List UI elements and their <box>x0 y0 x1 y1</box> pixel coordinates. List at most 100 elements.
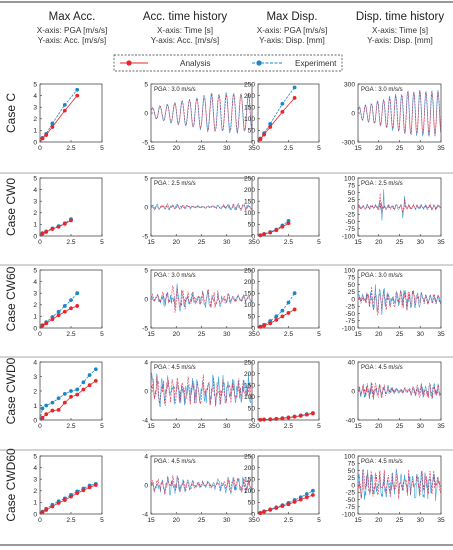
analysis-point <box>62 400 67 405</box>
experiment-line <box>257 412 313 421</box>
y-tick-label: 150 <box>244 199 255 206</box>
experiment-point <box>93 367 98 372</box>
y-tick-label: 4 <box>144 453 148 460</box>
analysis-point <box>292 414 297 419</box>
x-tick-label: 25 <box>396 423 404 430</box>
analysis-point <box>286 502 291 507</box>
analysis-point <box>286 221 291 226</box>
experiment-point <box>280 101 285 106</box>
y-tick-label: 0 <box>251 511 255 518</box>
y-tick-label: 200 <box>244 279 255 286</box>
experiment-point <box>81 380 86 385</box>
analysis-point <box>280 224 285 229</box>
y-tick-label: 50 <box>248 406 256 413</box>
analysis-point <box>258 324 263 329</box>
y-tick-label: 100 <box>344 267 355 274</box>
analysis-point <box>50 504 55 509</box>
analysis-series <box>357 286 442 316</box>
x-tick-label: 30 <box>417 517 425 524</box>
y-tick-label: 50 <box>348 190 356 197</box>
y-tick-label: 1 <box>33 222 37 229</box>
x-tick-label: 20 <box>375 423 383 430</box>
y-tick-label: -5 <box>142 325 148 332</box>
analysis-series <box>150 285 253 314</box>
analysis-point <box>311 493 315 497</box>
analysis-point <box>258 511 263 515</box>
experiment-point <box>56 309 61 314</box>
analysis-point <box>40 136 45 141</box>
analysis-point <box>274 506 279 510</box>
analysis-point <box>50 317 55 322</box>
y-tick-label: 3 <box>33 291 37 298</box>
analysis-point <box>262 509 266 514</box>
analysis-point <box>268 507 273 512</box>
analysis-point <box>262 417 266 422</box>
experiment-line <box>39 483 96 515</box>
x-tick-label: 0 <box>38 239 42 246</box>
x-tick-label: 15 <box>354 423 362 430</box>
y-tick-label: 150 <box>244 383 255 390</box>
pga-label: PGA : 3.0 m/s/s <box>154 87 196 93</box>
y-tick-label: 0 <box>144 296 148 303</box>
legend-experiment-marker <box>256 60 262 66</box>
y-tick-label: -75 <box>345 504 355 511</box>
y-tick-label: 1 <box>33 403 37 410</box>
y-tick-label: 2 <box>33 210 37 217</box>
plot-frame <box>257 361 320 421</box>
x-tick-label: 0 <box>38 145 42 152</box>
analysis-point <box>268 230 273 235</box>
y-tick-label: 50 <box>248 314 256 321</box>
analysis-point <box>56 313 61 318</box>
x-tick-label: 15 <box>147 423 155 430</box>
acc-time-history-plot: 15 20 25 30 35 -5 0 5 PGA : 2.5 m/s/s <box>142 175 256 246</box>
x-tick-label: 0 <box>256 517 260 524</box>
col-ylabel-max-acc: Y-axis: Acc. [m/s/s] <box>38 36 106 45</box>
y-tick-label: 50 <box>248 500 256 507</box>
y-tick-label: 4 <box>33 359 37 366</box>
analysis-point <box>81 488 86 493</box>
disp-time-history-plot: 15 20 25 30 35 -300 0 300 PGA : 3.0 m/s/s <box>342 81 445 152</box>
y-tick-label: -50 <box>345 219 355 226</box>
col-title-disp-th: Disp. time history <box>356 11 444 23</box>
x-tick-label: 20 <box>375 145 383 152</box>
x-tick-label: 25 <box>198 423 206 430</box>
analysis-point <box>304 495 309 500</box>
y-tick-label: -50 <box>345 311 355 318</box>
y-tick-label: 25 <box>348 197 356 204</box>
y-tick-label: 5 <box>144 175 148 182</box>
x-tick-label: 20 <box>375 239 383 246</box>
y-tick-label: 0 <box>144 482 148 489</box>
analysis-series <box>357 193 442 214</box>
y-tick-label: 4 <box>33 93 37 100</box>
x-tick-label: 15 <box>147 239 155 246</box>
acc-time-history-plot: 15 20 25 30 35 -5 0 5 PGA : 3.0 m/s/s <box>142 81 256 152</box>
x-tick-label: 20 <box>173 331 181 338</box>
max-acc-plot: 0 2.5 5 0 1 2 3 4 5 <box>33 175 104 246</box>
experiment-point <box>311 488 315 493</box>
experiment-series <box>357 89 442 137</box>
x-tick-label: 5 <box>100 517 104 524</box>
y-tick-label: 0 <box>33 417 37 424</box>
plot-frame <box>39 177 103 237</box>
y-tick-label: -4 <box>142 417 148 424</box>
y-tick-label: 0 <box>144 388 148 395</box>
legend-analysis-label: Analysis <box>180 59 211 68</box>
y-tick-label: -75 <box>345 226 355 233</box>
pga-label: PGA : 4.5 m/s/s <box>154 459 196 465</box>
analysis-point <box>93 483 98 487</box>
y-tick-label: 1 <box>33 128 37 135</box>
analysis-point <box>56 501 61 505</box>
y-tick-label: 100 <box>244 210 255 217</box>
experiment-point <box>40 406 45 411</box>
plot-frame <box>257 269 320 329</box>
col-xlabel-max-disp: X-axis: PGA [m/s/s] <box>257 26 328 35</box>
y-tick-label: -100 <box>342 511 356 518</box>
x-tick-label: 35 <box>437 145 445 152</box>
analysis-point <box>280 504 285 509</box>
x-tick-label: 5 <box>317 239 321 246</box>
row-label: Case CW0 <box>4 178 18 236</box>
experiment-series <box>150 203 253 211</box>
